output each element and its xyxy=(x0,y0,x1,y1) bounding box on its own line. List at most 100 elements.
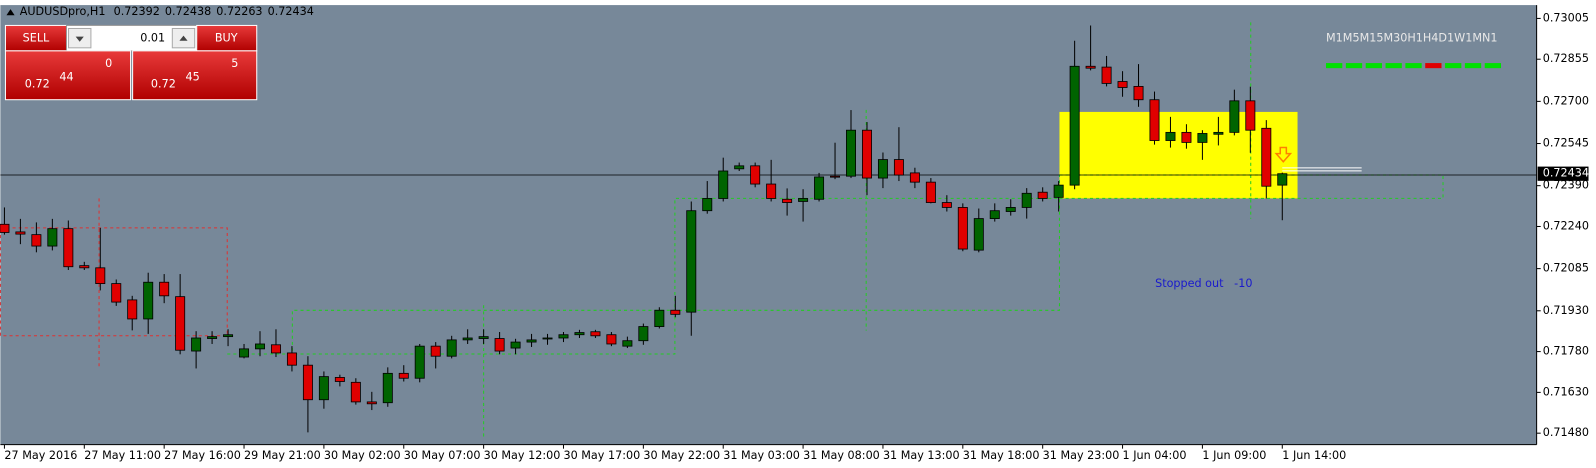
candle-body xyxy=(925,181,936,203)
candle-body xyxy=(1149,99,1160,141)
x-tick-label: 30 May 02:00 xyxy=(324,449,401,462)
candle-body xyxy=(1053,184,1064,198)
timeframe[interactable]: M5 xyxy=(1343,32,1360,45)
candle-body xyxy=(1069,65,1080,186)
sell-button[interactable] xyxy=(4,24,68,52)
candle-body xyxy=(414,345,425,379)
timeframe-state xyxy=(1464,63,1482,69)
timeframe-state xyxy=(1484,63,1502,69)
candle-body xyxy=(286,352,297,366)
lot-value[interactable]: 0.01 xyxy=(140,32,165,45)
candle-body xyxy=(718,170,729,199)
candle-body xyxy=(1261,127,1272,187)
bid-box[interactable] xyxy=(4,50,132,101)
buy-label[interactable]: BUY xyxy=(215,32,238,45)
candle-body xyxy=(750,165,761,185)
candle-body xyxy=(95,267,106,284)
candle-body xyxy=(239,348,250,358)
price-tag-label: 0.72434 xyxy=(1543,167,1589,180)
timeframe[interactable]: D1 xyxy=(1438,32,1454,45)
candle-body xyxy=(430,345,441,357)
candle-body xyxy=(366,401,377,405)
candle-body xyxy=(1245,100,1256,131)
bid-pips: 44 xyxy=(59,70,73,83)
x-tick-label: 30 May 17:00 xyxy=(563,449,640,462)
symbol: AUDUSDpro,H1 xyxy=(20,5,106,18)
candle-body xyxy=(1005,207,1016,212)
timeframe[interactable]: M1 xyxy=(1326,32,1343,45)
candle-body xyxy=(302,364,313,401)
candle-body xyxy=(861,129,872,179)
ask-box[interactable] xyxy=(132,50,258,101)
timeframe-state xyxy=(1425,63,1442,69)
candle-body xyxy=(798,198,809,202)
candle-body xyxy=(957,207,968,250)
y-tick-label: 0.72390 xyxy=(1543,179,1589,192)
candle-body xyxy=(1021,192,1032,208)
candle-body xyxy=(494,338,505,352)
timeframe-state xyxy=(1405,63,1422,69)
timeframe-state xyxy=(1326,63,1343,69)
candle-body xyxy=(622,340,633,347)
candle-body xyxy=(973,218,984,251)
candle-body xyxy=(638,326,649,342)
candle-body xyxy=(1133,86,1144,101)
timeframe-state xyxy=(1345,63,1363,69)
buy-button[interactable] xyxy=(196,24,258,52)
x-tick-label: 31 May 18:00 xyxy=(963,449,1040,462)
candle-body xyxy=(1197,133,1208,143)
x-tick-label: 31 May 08:00 xyxy=(803,449,880,462)
candle-body xyxy=(1213,131,1224,135)
timeframe[interactable]: MN1 xyxy=(1472,32,1497,45)
range-box xyxy=(227,197,1060,355)
timeframe[interactable]: H1 xyxy=(1407,32,1423,45)
candle-body xyxy=(1101,66,1112,84)
candle-body xyxy=(127,299,138,320)
candle-body xyxy=(846,129,856,177)
candle-body xyxy=(1229,100,1240,133)
timeframe[interactable]: H4 xyxy=(1423,32,1439,45)
candle-body xyxy=(255,343,265,350)
candle-body xyxy=(159,281,170,297)
range-box xyxy=(0,227,228,337)
timeframe-state xyxy=(1385,63,1402,69)
candle-body xyxy=(989,210,1000,219)
timeframe[interactable]: W1 xyxy=(1454,32,1472,45)
timeframe[interactable]: M30 xyxy=(1383,32,1407,45)
x-tick-label: 27 May 11:00 xyxy=(84,449,161,462)
sell-arrow xyxy=(1274,146,1293,163)
candle-body xyxy=(941,202,952,208)
candle-body xyxy=(670,309,681,315)
candle-body xyxy=(893,159,904,176)
candle-body xyxy=(63,228,74,268)
candle-body xyxy=(398,372,409,379)
candle-body xyxy=(462,337,473,341)
down-icon xyxy=(75,36,84,42)
collapse-icon[interactable] xyxy=(6,9,15,16)
candle-body xyxy=(31,234,42,247)
candle-body xyxy=(574,332,585,336)
x-tick-label: 27 May 16:00 xyxy=(164,449,241,462)
candle-body xyxy=(702,198,713,212)
y-tick-label: 0.73005 xyxy=(1543,11,1589,24)
bid-fraction: 0 xyxy=(105,57,112,70)
y-tick-label: 0.71630 xyxy=(1543,385,1589,398)
timeframe[interactable]: M15 xyxy=(1360,32,1384,45)
candle-body xyxy=(382,372,393,404)
candle-body xyxy=(270,344,281,354)
y-tick-label: 0.71930 xyxy=(1543,304,1589,317)
x-tick-label: 1 Jun 14:00 xyxy=(1282,449,1346,462)
candle-body xyxy=(734,165,745,170)
y-tick-label: 0.71480 xyxy=(1543,426,1589,439)
candle-body xyxy=(766,183,777,199)
x-tick-label: 31 May 23:00 xyxy=(1043,449,1120,462)
candle-body xyxy=(143,281,154,320)
annotation: Stopped out -10 xyxy=(1155,277,1252,290)
sell-label[interactable]: SELL xyxy=(23,32,50,45)
candle-body xyxy=(542,337,553,340)
candle-body xyxy=(782,198,793,203)
candle-body xyxy=(654,309,665,327)
candle-body xyxy=(1037,191,1048,199)
header: AUDUSDpro,H1 0.72392 0.72438 0.72263 0.72434 xyxy=(20,5,314,18)
